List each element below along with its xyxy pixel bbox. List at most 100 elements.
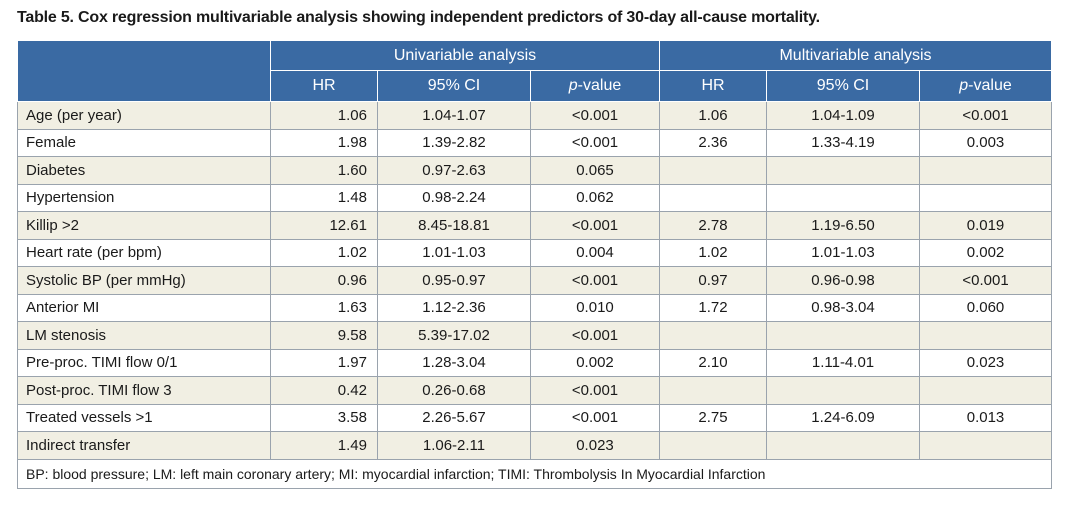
cell-variable: Female [17, 128, 271, 157]
cell-variable: Age (per year) [17, 101, 271, 130]
header-row-groups: Univariable analysis Multivariable analy… [17, 40, 1053, 102]
cell-u-pvalue: <0.001 [530, 128, 660, 157]
cell-u-pvalue: <0.001 [530, 403, 660, 432]
cell-u-pvalue: 0.002 [530, 348, 660, 377]
cell-u-ci: 1.39-2.82 [377, 128, 531, 157]
cell-variable: Anterior MI [17, 293, 271, 322]
cell-variable: Hypertension [17, 183, 271, 212]
cell-u-hr: 1.63 [270, 293, 378, 322]
cell-u-hr: 1.60 [270, 156, 378, 185]
cell-u-ci: 1.06-2.11 [377, 431, 531, 460]
header-row-columns: HR 95% CI p-value HR 95% CI p-value [18, 70, 1053, 102]
cell-variable: Indirect transfer [17, 431, 271, 460]
cell-u-pvalue: <0.001 [530, 211, 660, 240]
table-row: Female 1.98 1.39-2.82 <0.001 2.36 1.33-4.19 0.… [17, 128, 1053, 157]
table-row: Heart rate (per bpm) 1.02 1.01-1.03 0.004 1.… [17, 238, 1053, 267]
header-m-hr: HR [659, 70, 767, 102]
cell-m-pvalue: <0.001 [918, 101, 1053, 130]
cell-m-hr: 1.02 [659, 238, 767, 267]
cell-m-ci: 1.04-1.09 [766, 101, 920, 130]
header-p-suffix: -value [577, 77, 622, 94]
cell-m-pvalue: 0.002 [918, 238, 1053, 267]
cell-m-hr: 1.06 [659, 101, 767, 130]
cell-m-hr: 1.72 [659, 293, 767, 322]
cell-m-ci: 1.19-6.50 [766, 211, 920, 240]
cell-u-pvalue: <0.001 [530, 101, 660, 130]
cell-variable: Killip >2 [17, 211, 271, 240]
table-row: LM stenosis 9.58 5.39-17.02 <0.001 [17, 321, 1053, 350]
table-row: Systolic BP (per mmHg) 0.96 0.95-0.97 <0.00… [17, 266, 1053, 295]
table-body: Age (per year) 1.06 1.04-1.07 <0.001 1.06 1.0… [17, 101, 1053, 460]
cell-m-ci: 0.98-3.04 [766, 293, 920, 322]
header-p-letter: p [568, 77, 578, 94]
cell-u-hr: 1.02 [270, 238, 378, 267]
cell-m-ci [766, 431, 920, 460]
cell-u-hr: 1.98 [270, 128, 378, 157]
cell-m-pvalue: 0.060 [918, 293, 1053, 322]
cell-u-hr: 0.96 [270, 266, 378, 295]
table-row: Killip >2 12.61 8.45-18.81 <0.001 2.78 1.19-6… [17, 211, 1053, 240]
cell-u-ci: 2.26-5.67 [377, 403, 531, 432]
cell-u-pvalue: <0.001 [530, 376, 660, 405]
cell-m-pvalue [918, 183, 1053, 212]
cell-u-hr: 9.58 [270, 321, 378, 350]
header-m-ci: 95% CI [766, 70, 920, 102]
header-p-letter: p [959, 77, 969, 94]
cell-m-hr [659, 321, 767, 350]
table-row: Hypertension 1.48 0.98-2.24 0.062 [17, 183, 1053, 212]
cell-m-hr [659, 183, 767, 212]
cell-m-ci: 1.11-4.01 [766, 348, 920, 377]
cell-u-ci: 5.39-17.02 [377, 321, 531, 350]
cell-u-pvalue: 0.023 [530, 431, 660, 460]
header-multivariable: Multivariable analysis [658, 40, 1053, 71]
cell-variable: Diabetes [17, 156, 271, 185]
cell-u-ci: 0.97-2.63 [377, 156, 531, 185]
cell-m-hr: 2.78 [659, 211, 767, 240]
cell-variable: LM stenosis [17, 321, 271, 350]
cell-u-hr: 1.06 [270, 101, 378, 130]
header-u-ci: 95% CI [377, 70, 531, 102]
table-row: Anterior MI 1.63 1.12-2.36 0.010 1.72 0.98-3.… [17, 293, 1053, 322]
cell-variable: Treated vessels >1 [17, 403, 271, 432]
cell-m-pvalue [918, 156, 1053, 185]
cell-m-pvalue: 0.019 [918, 211, 1053, 240]
cell-variable: Post-proc. TIMI flow 3 [17, 376, 271, 405]
cell-variable: Pre-proc. TIMI flow 0/1 [17, 348, 271, 377]
table-row: Age (per year) 1.06 1.04-1.07 <0.001 1.06 1.0… [17, 101, 1053, 130]
results-table: Univariable analysis Multivariable analy… [16, 40, 1053, 489]
cell-m-hr [659, 431, 767, 460]
cell-u-pvalue: 0.004 [530, 238, 660, 267]
header-univariable: Univariable analysis [270, 40, 660, 71]
header-p-suffix: -value [968, 77, 1012, 94]
cell-u-pvalue: 0.062 [530, 183, 660, 212]
cell-m-pvalue: 0.013 [918, 403, 1053, 432]
cell-m-pvalue [918, 431, 1053, 460]
cell-m-pvalue: 0.003 [918, 128, 1053, 157]
cell-m-ci [766, 376, 920, 405]
cell-m-ci: 1.24-6.09 [766, 403, 920, 432]
table-caption: Table 5. Cox regression multivariable an… [17, 9, 820, 26]
cell-u-ci: 0.98-2.24 [377, 183, 531, 212]
cell-u-ci: 0.95-0.97 [377, 266, 531, 295]
cell-u-hr: 12.61 [270, 211, 378, 240]
cell-m-ci: 0.96-0.98 [766, 266, 920, 295]
footnote-row: BP: blood pressure; LM: left main corona… [16, 458, 1053, 489]
cell-u-ci: 0.26-0.68 [377, 376, 531, 405]
cell-u-pvalue: <0.001 [530, 266, 660, 295]
cell-u-pvalue: <0.001 [530, 321, 660, 350]
cell-m-ci: 1.01-1.03 [766, 238, 920, 267]
header-u-hr: HR [270, 70, 378, 102]
cell-u-ci: 8.45-18.81 [377, 211, 531, 240]
cell-m-pvalue [918, 376, 1053, 405]
cell-m-hr: 2.75 [659, 403, 767, 432]
cell-variable: Systolic BP (per mmHg) [17, 266, 271, 295]
header-u-pvalue: p-value [530, 70, 660, 102]
table-row: Diabetes 1.60 0.97-2.63 0.065 [17, 156, 1053, 185]
cell-m-ci [766, 183, 920, 212]
table-row: Post-proc. TIMI flow 3 0.42 0.26-0.68 <0.00… [17, 376, 1053, 405]
header-blank-cell [17, 40, 271, 102]
cell-m-hr: 2.36 [659, 128, 767, 157]
cell-u-hr: 1.49 [270, 431, 378, 460]
cell-m-hr: 2.10 [659, 348, 767, 377]
cell-u-hr: 0.42 [270, 376, 378, 405]
